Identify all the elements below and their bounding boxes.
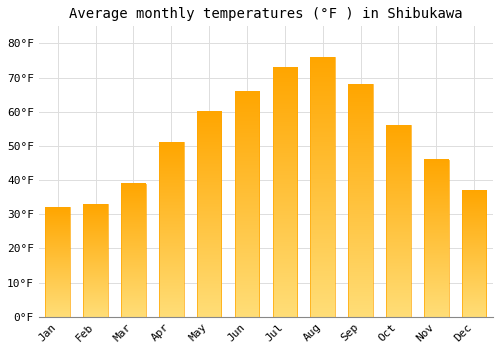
Bar — [386, 125, 410, 317]
Bar — [310, 57, 335, 317]
Bar — [197, 112, 222, 317]
Bar — [272, 67, 297, 317]
Title: Average monthly temperatures (°F ) in Shibukawa: Average monthly temperatures (°F ) in Sh… — [69, 7, 462, 21]
Bar — [348, 84, 373, 317]
Bar — [462, 190, 486, 317]
Bar — [121, 183, 146, 317]
Bar — [46, 208, 70, 317]
Bar — [234, 91, 260, 317]
Bar — [84, 204, 108, 317]
Bar — [159, 142, 184, 317]
Bar — [424, 160, 448, 317]
